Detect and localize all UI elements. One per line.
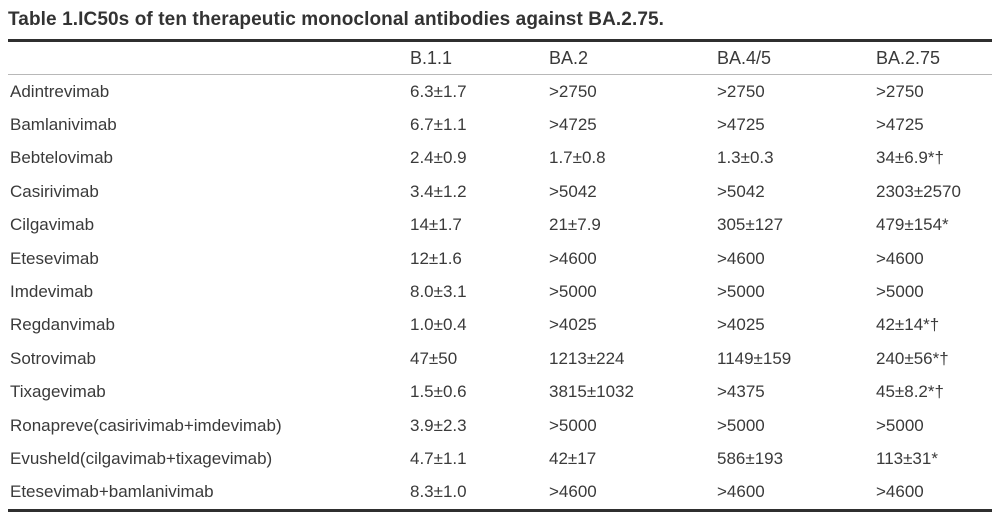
row-label: Tixagevimab	[10, 382, 106, 402]
cell-value: >5000	[549, 282, 597, 302]
table-row: Bebtelovimab 2.4±0.9 1.7±0.8 1.3±0.3 34±6.9*…	[8, 142, 992, 175]
cell-value: 3.4±1.2	[410, 181, 467, 201]
cell-value: >5000	[717, 282, 765, 302]
cell-value: 113±31*	[876, 448, 938, 468]
cell-value: >4725	[549, 115, 597, 135]
cell-value: >5000	[876, 282, 924, 302]
table-header: B.1.1 BA.2 BA.4/5 BA.2.75	[8, 42, 992, 75]
cell-value: 3815±1032	[549, 382, 634, 402]
row-label: Adintrevimab	[10, 81, 110, 101]
cell-value: 305±127	[717, 215, 784, 235]
column-header-ba275: BA.2.75	[874, 42, 992, 75]
header-row: B.1.1 BA.2 BA.4/5 BA.2.75	[8, 42, 992, 75]
column-header-antibody	[8, 42, 408, 75]
cell-value: >5042	[717, 181, 765, 201]
cell-value: 1.5±0.6	[410, 382, 467, 402]
cell-value: >4025	[717, 315, 765, 335]
table-row: Ronapreve(casirivimab+imdevimab) 3.9±2.3 >…	[8, 409, 992, 442]
cell-value: 42±14*†	[876, 315, 940, 335]
row-label: Cilgavimab	[10, 215, 95, 235]
table-row: Etesevimab 12±1.6 >4600 >4600 >4600	[8, 242, 992, 275]
cell-value: >4600	[717, 482, 765, 502]
cell-value: >4725	[876, 115, 924, 135]
cell-value: 240±56*†	[876, 348, 949, 368]
cell-value: 2.4±0.9	[410, 148, 467, 168]
table-title: Table 1.IC50s of ten therapeutic monoclo…	[8, 0, 992, 42]
cell-value: >4600	[549, 482, 597, 502]
row-label: Evusheld(cilgavimab+tixagevimab)	[10, 448, 273, 468]
cell-value: >4600	[717, 248, 765, 268]
cell-value: 6.7±1.1	[410, 115, 467, 135]
cell-value: >4025	[549, 315, 597, 335]
cell-value: 586±193	[717, 448, 784, 468]
cell-value: 479±154*	[876, 215, 949, 235]
row-label: Etesevimab+bamlanivimab	[10, 482, 214, 502]
cell-value: 6.3±1.7	[410, 81, 467, 101]
cell-value: 1213±224	[549, 348, 625, 368]
table-row: Casirivimab 3.4±1.2 >5042 >5042 2303±2570	[8, 175, 992, 208]
table-row: Sotrovimab 47±50 1213±224 1149±159 240±56*†	[8, 342, 992, 375]
table-row: Tixagevimab 1.5±0.6 3815±1032 >4375 45±8.2*†	[8, 376, 992, 409]
table-row: Evusheld(cilgavimab+tixagevimab) 4.7±1.1 4…	[8, 442, 992, 475]
cell-value: 8.3±1.0	[410, 482, 467, 502]
table-row: Imdevimab 8.0±3.1 >5000 >5000 >5000	[8, 275, 992, 308]
cell-value: >2750	[549, 81, 597, 101]
column-header-ba2: BA.2	[547, 42, 715, 75]
row-label: Imdevimab	[10, 282, 94, 302]
cell-value: 1149±159	[717, 348, 792, 368]
row-label: Ronapreve(casirivimab+imdevimab)	[10, 415, 282, 435]
cell-value: >5000	[876, 415, 924, 435]
cell-value: 12±1.6	[410, 248, 462, 268]
cell-value: >4725	[717, 115, 765, 135]
cell-value: 21±7.9	[549, 215, 601, 235]
cell-value: 4.7±1.1	[410, 448, 467, 468]
ic50-table: B.1.1 BA.2 BA.4/5 BA.2.75 Adintrevimab 6.…	[8, 42, 992, 513]
cell-value: >4600	[549, 248, 597, 268]
column-header-ba45: BA.4/5	[715, 42, 874, 75]
row-label: Casirivimab	[10, 181, 99, 201]
row-label: Bamlanivimab	[10, 115, 117, 135]
paper-table-container: Table 1.IC50s of ten therapeutic monoclo…	[8, 0, 992, 513]
cell-value: 1.0±0.4	[410, 315, 467, 335]
cell-value: >2750	[717, 81, 765, 101]
cell-value: 42±17	[549, 448, 597, 468]
cell-value: 34±6.9*†	[876, 148, 944, 168]
cell-value: >4600	[876, 248, 924, 268]
cell-value: 3.9±2.3	[410, 415, 467, 435]
cell-value: >2750	[876, 81, 924, 101]
cell-value: >4375	[717, 382, 765, 402]
cell-value: 8.0±3.1	[410, 282, 467, 302]
cell-value: 2303±2570	[876, 181, 961, 201]
row-label: Sotrovimab	[10, 348, 96, 368]
table-row: Adintrevimab 6.3±1.7 >2750 >2750 >2750	[8, 75, 992, 109]
cell-value: 14±1.7	[410, 215, 462, 235]
cell-value: >4600	[876, 482, 924, 502]
cell-value: 45±8.2*†	[876, 382, 944, 402]
cell-value: 1.3±0.3	[717, 148, 774, 168]
cell-value: 1.7±0.8	[549, 148, 606, 168]
table-row: Bamlanivimab 6.7±1.1 >4725 >4725 >4725	[8, 108, 992, 141]
row-label: Bebtelovimab	[10, 148, 114, 168]
cell-value: 47±50	[410, 348, 458, 368]
table-row: Regdanvimab 1.0±0.4 >4025 >4025 42±14*†	[8, 309, 992, 342]
row-label: Regdanvimab	[10, 315, 115, 335]
table-row: Cilgavimab 14±1.7 21±7.9 305±127 479±154*	[8, 209, 992, 242]
table-body: Adintrevimab 6.3±1.7 >2750 >2750 >2750 Bamlan…	[8, 75, 992, 511]
column-header-b11: B.1.1	[408, 42, 547, 75]
cell-value: >5000	[717, 415, 765, 435]
table-row: Etesevimab+bamlanivimab 8.3±1.0 >4600 >4600…	[8, 476, 992, 511]
cell-value: >5000	[549, 415, 597, 435]
cell-value: >5042	[549, 181, 597, 201]
row-label: Etesevimab	[10, 248, 99, 268]
